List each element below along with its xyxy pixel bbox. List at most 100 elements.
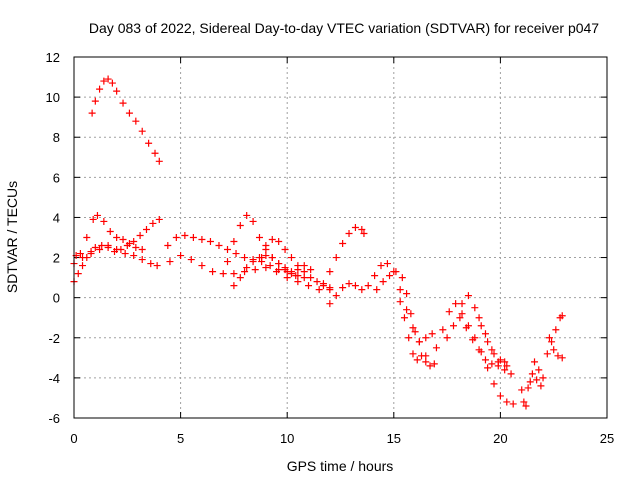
data-point bbox=[488, 346, 496, 354]
x-tick-label: 10 bbox=[280, 431, 294, 446]
data-point bbox=[432, 344, 440, 352]
data-point bbox=[520, 398, 528, 406]
data-point bbox=[268, 236, 276, 244]
data-point bbox=[100, 217, 108, 225]
data-point bbox=[458, 300, 466, 308]
data-point bbox=[189, 234, 197, 241]
data-point bbox=[548, 338, 556, 346]
data-point bbox=[198, 236, 206, 244]
data-point bbox=[383, 260, 391, 268]
data-point bbox=[100, 77, 108, 85]
data-point bbox=[558, 354, 566, 362]
data-point bbox=[224, 246, 232, 254]
data-point bbox=[262, 252, 270, 260]
data-point bbox=[409, 324, 417, 332]
series-arc-21 bbox=[518, 358, 547, 410]
series-arc-peak-13 bbox=[319, 223, 368, 288]
data-point bbox=[490, 350, 498, 358]
series-arc-early-b bbox=[70, 211, 146, 268]
x-tick-label: 0 bbox=[70, 431, 77, 446]
data-point bbox=[351, 223, 359, 231]
data-point bbox=[507, 370, 515, 378]
data-point bbox=[74, 270, 82, 278]
data-point bbox=[426, 362, 434, 370]
data-point bbox=[449, 322, 457, 330]
series-arc-peak-9 bbox=[258, 236, 334, 292]
data-point bbox=[403, 306, 411, 314]
data-point bbox=[275, 238, 283, 246]
data-point bbox=[464, 292, 472, 300]
data-point bbox=[181, 231, 189, 239]
data-point bbox=[364, 282, 372, 290]
data-point bbox=[255, 234, 263, 241]
gridlines bbox=[74, 57, 607, 418]
data-point bbox=[458, 310, 466, 318]
plot-frame bbox=[73, 56, 608, 419]
data-point bbox=[339, 284, 347, 292]
y-tick-label: 4 bbox=[53, 210, 60, 225]
data-point bbox=[88, 109, 96, 117]
data-point bbox=[258, 254, 266, 262]
data-point bbox=[249, 258, 257, 266]
data-point bbox=[300, 262, 308, 270]
data-point bbox=[358, 225, 366, 233]
data-point bbox=[452, 300, 460, 308]
data-point bbox=[503, 362, 511, 370]
data-point bbox=[386, 272, 394, 280]
data-point bbox=[490, 380, 498, 388]
tick-labels: 0 5 10 15 20 25 -6 -4 -2 0 2 4 6 8 10 12 bbox=[46, 50, 615, 446]
data-point bbox=[300, 268, 308, 276]
data-point bbox=[305, 282, 313, 290]
data-point bbox=[219, 270, 227, 278]
data-point bbox=[422, 334, 430, 342]
data-point bbox=[488, 360, 496, 368]
data-point bbox=[445, 308, 453, 316]
data-point bbox=[138, 127, 146, 135]
data-point bbox=[307, 266, 315, 274]
data-point bbox=[398, 274, 406, 282]
data-point bbox=[287, 254, 295, 262]
x-axis-label: GPS time / hours bbox=[287, 458, 394, 474]
series-arc-21b bbox=[520, 370, 545, 406]
axis-ticks bbox=[73, 56, 608, 419]
x-tick-label: 25 bbox=[600, 431, 614, 446]
data-point bbox=[79, 254, 87, 262]
data-point bbox=[315, 286, 323, 294]
data-point bbox=[281, 246, 289, 254]
data-point bbox=[155, 215, 163, 223]
series-arc-late-d bbox=[475, 314, 515, 378]
data-point bbox=[113, 246, 121, 254]
data-point bbox=[411, 328, 419, 336]
data-point bbox=[475, 346, 483, 354]
data-point bbox=[554, 352, 562, 360]
data-point bbox=[287, 270, 295, 278]
data-point bbox=[396, 298, 404, 306]
data-point bbox=[326, 300, 334, 308]
series-arc-late-a bbox=[432, 300, 517, 408]
data-point bbox=[166, 258, 174, 266]
data-point bbox=[230, 238, 238, 246]
data-point bbox=[351, 282, 359, 290]
data-point bbox=[413, 356, 421, 364]
data-point bbox=[307, 274, 315, 282]
data-point bbox=[422, 358, 430, 366]
y-tick-label: -6 bbox=[48, 411, 60, 426]
data-point bbox=[89, 215, 97, 223]
data-point bbox=[522, 402, 530, 410]
data-point bbox=[281, 266, 289, 274]
data-point bbox=[313, 278, 321, 286]
data-point bbox=[151, 149, 159, 157]
data-point bbox=[503, 398, 511, 406]
data-points bbox=[70, 75, 566, 410]
data-point bbox=[155, 157, 163, 165]
data-point bbox=[345, 229, 353, 237]
data-point bbox=[125, 109, 133, 117]
data-point bbox=[477, 322, 485, 330]
data-point bbox=[537, 382, 545, 390]
data-point bbox=[484, 338, 492, 346]
data-point bbox=[125, 240, 133, 248]
data-point bbox=[93, 211, 101, 219]
data-point bbox=[142, 225, 150, 233]
y-tick-label: 2 bbox=[53, 251, 60, 266]
data-point bbox=[456, 314, 464, 322]
